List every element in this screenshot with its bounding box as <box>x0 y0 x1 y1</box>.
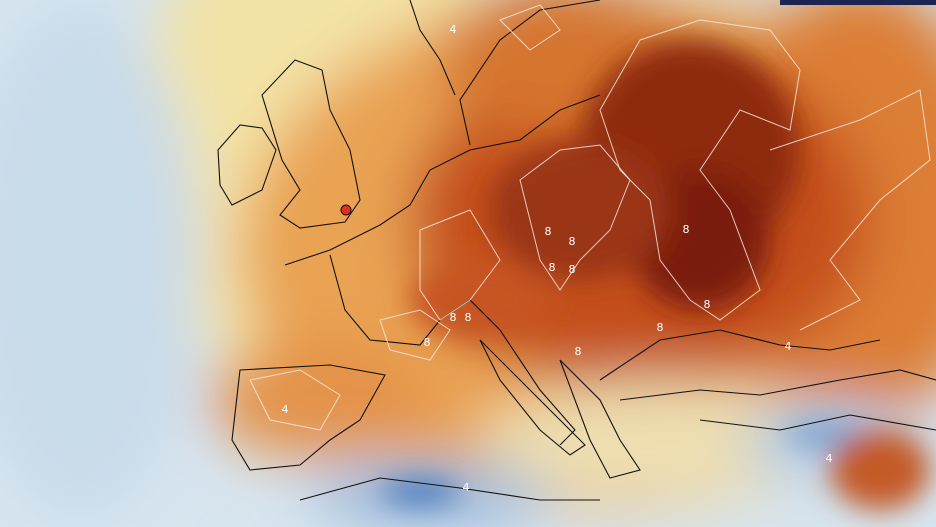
contour-label: 8 <box>704 298 711 311</box>
contour-label: 8 <box>569 263 576 276</box>
contour-label: 4 <box>463 481 470 494</box>
contour-label: 8 <box>545 225 552 238</box>
contour-label: 8 <box>450 311 457 324</box>
contours <box>249 4 931 431</box>
contour-label: 8 <box>569 235 576 248</box>
contour-label: 4 <box>785 340 792 353</box>
contour-label: 8 <box>424 336 431 349</box>
location-marker <box>340 204 352 216</box>
contour-label: 8 <box>683 223 690 236</box>
contour-label: 4 <box>450 23 457 36</box>
contour-label: 8 <box>575 345 582 358</box>
top-bar <box>780 0 936 5</box>
contour-label: 4 <box>826 452 833 465</box>
contour-label: 8 <box>549 261 556 274</box>
contour-label: 8 <box>657 321 664 334</box>
coastlines <box>217 0 936 501</box>
contour-label: 4 <box>282 403 289 416</box>
contour-label: 8 <box>465 311 472 324</box>
